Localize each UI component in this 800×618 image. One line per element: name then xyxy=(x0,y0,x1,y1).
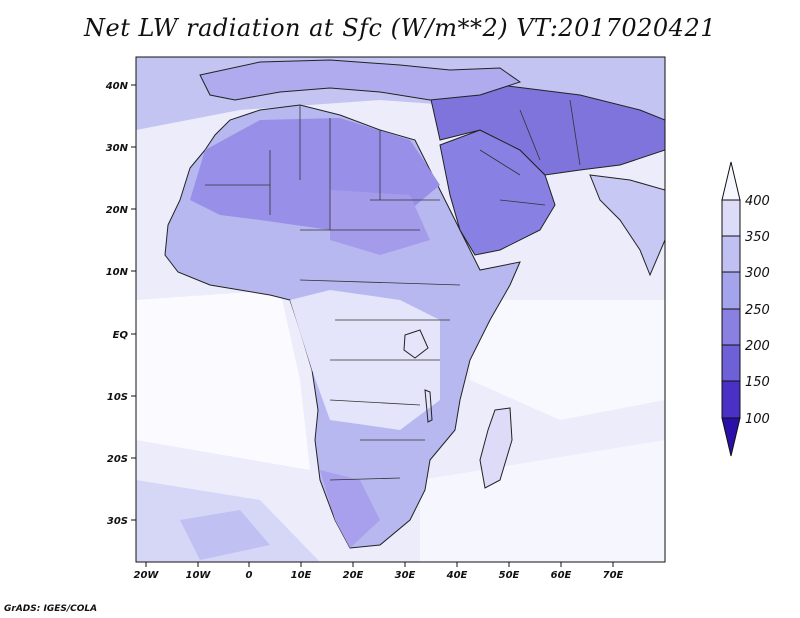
lon-tick-label: 50E xyxy=(499,570,520,581)
colorbar-label: 200 xyxy=(745,339,770,354)
lon-tick-label: 10W xyxy=(186,570,212,581)
lat-tick-label: 10N xyxy=(106,267,129,278)
lon-tick-label: 60E xyxy=(551,570,572,581)
lon-tick-label: 0 xyxy=(246,570,253,581)
colorbar-label: 300 xyxy=(745,266,770,281)
southern-africa-dark xyxy=(320,470,380,548)
middle-east-region xyxy=(429,84,665,176)
sudan-region xyxy=(330,190,430,255)
colorbar-bottom-arrow xyxy=(721,417,741,457)
middle-east-borders xyxy=(479,99,581,206)
colorbar-label: 250 xyxy=(745,303,770,318)
lake-victoria xyxy=(403,329,429,359)
india-region xyxy=(589,174,665,277)
colorbar-segment xyxy=(721,308,741,346)
lon-axis: 20W 10W 0 10E 20E 30E 40E 50E 60E 70E xyxy=(134,562,624,581)
lake-malawi xyxy=(424,389,433,423)
grads-credit: GrADS: IGES/COLA xyxy=(4,604,98,614)
lat-tick-label: 10S xyxy=(107,392,128,403)
madagascar xyxy=(479,407,513,489)
lon-tick-label: 10E xyxy=(291,570,312,581)
colorbar-segment xyxy=(721,235,741,273)
lon-tick-label: 70E xyxy=(603,570,624,581)
map-title: Net LW radiation at Sfc (W/m**2) VT:2017… xyxy=(84,14,716,42)
lon-tick-label: 20W xyxy=(134,570,160,581)
colorbar: 400 350 300 250 200 150 100 xyxy=(721,161,770,457)
colorbar-label: 150 xyxy=(745,375,770,390)
map-plot-area xyxy=(136,57,665,562)
colorbar-segment xyxy=(721,271,741,310)
colorbar-label: 400 xyxy=(745,194,770,209)
map-frame xyxy=(135,56,666,563)
colorbar-top-arrow xyxy=(721,161,741,201)
lat-axis: 40N 30N 20N 10N EQ 10S 20S 30S xyxy=(105,81,136,527)
country-borders xyxy=(205,105,461,481)
colorbar-label: 350 xyxy=(745,230,770,245)
ocean-white-zone xyxy=(420,440,665,562)
lon-tick-label: 20E xyxy=(343,570,364,581)
colorbar-segment xyxy=(721,380,741,419)
lat-tick-label: 20N xyxy=(106,205,129,216)
lon-tick-label: 30E xyxy=(395,570,416,581)
colorbar-segment xyxy=(721,344,741,382)
lat-tick-label: 20S xyxy=(107,454,128,465)
lat-tick-label: 40N xyxy=(105,81,129,92)
lat-tick-label: EQ xyxy=(113,330,129,341)
lon-tick-label: 40E xyxy=(446,570,468,581)
lat-tick-label: 30N xyxy=(106,143,129,154)
lat-tick-label: 30S xyxy=(107,516,128,527)
colorbar-segment xyxy=(721,199,741,237)
europe-region xyxy=(199,59,522,101)
south-atlantic-darker xyxy=(180,510,270,560)
ocean-white-zone xyxy=(470,300,665,420)
colorbar-label: 100 xyxy=(745,412,770,427)
ocean-white-zone xyxy=(136,290,310,470)
